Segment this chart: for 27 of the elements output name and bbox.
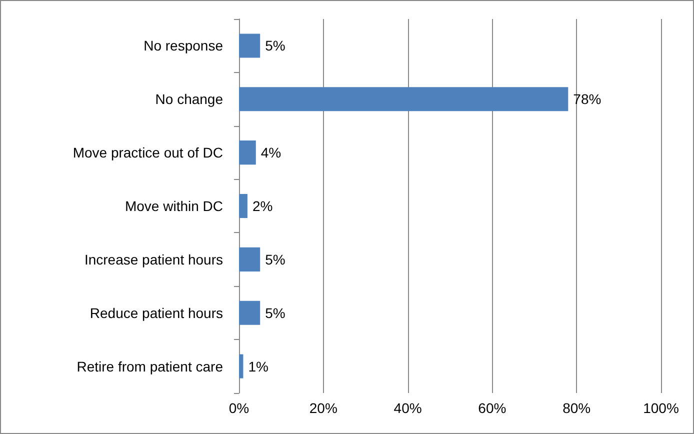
data-label: 78% [573, 91, 602, 108]
bar [239, 247, 260, 272]
bar [239, 34, 260, 58]
y-tick-label: Move practice out of DC [72, 144, 223, 161]
data-label: 4% [260, 144, 282, 161]
data-label: 1% [248, 358, 268, 374]
y-tick-label: Retire from patient care [76, 358, 224, 374]
y-tick-label: No change [155, 91, 224, 108]
y-tick-label: Increase patient hours [84, 251, 223, 268]
bar [239, 354, 244, 378]
y-tick-label: No response [144, 38, 224, 54]
bar [239, 194, 248, 218]
x-tick-label: 40% [394, 400, 422, 416]
y-tick-label: Move within DC [124, 198, 223, 214]
x-tick-label: 100% [643, 400, 679, 416]
x-tick-label: 0% [228, 400, 250, 416]
x-tick-label: 20% [309, 400, 338, 416]
bar [239, 87, 568, 112]
data-label: 5% [265, 251, 286, 268]
bar [239, 140, 256, 165]
data-label: 2% [252, 198, 273, 214]
bar [239, 300, 260, 325]
data-label: 5% [265, 304, 286, 321]
y-tick-label: Reduce patient hours [90, 304, 223, 321]
data-label: 5% [265, 38, 286, 54]
x-tick-label: 60% [478, 400, 506, 416]
x-tick-label: 80% [562, 400, 591, 416]
